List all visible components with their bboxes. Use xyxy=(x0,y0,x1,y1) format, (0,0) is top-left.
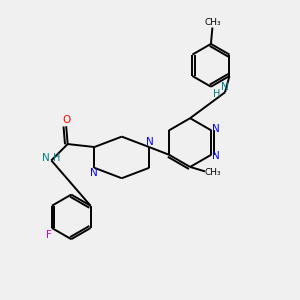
Text: N: N xyxy=(90,168,98,178)
Text: N: N xyxy=(212,151,219,160)
Text: N: N xyxy=(221,82,229,92)
Text: H: H xyxy=(213,89,220,99)
Text: CH₃: CH₃ xyxy=(204,18,221,27)
Text: N: N xyxy=(212,124,219,134)
Text: CH₃: CH₃ xyxy=(205,168,222,177)
Text: N: N xyxy=(146,137,154,147)
Text: O: O xyxy=(62,115,70,125)
Text: H: H xyxy=(53,153,60,163)
Text: N: N xyxy=(42,153,50,163)
Text: F: F xyxy=(46,230,52,240)
